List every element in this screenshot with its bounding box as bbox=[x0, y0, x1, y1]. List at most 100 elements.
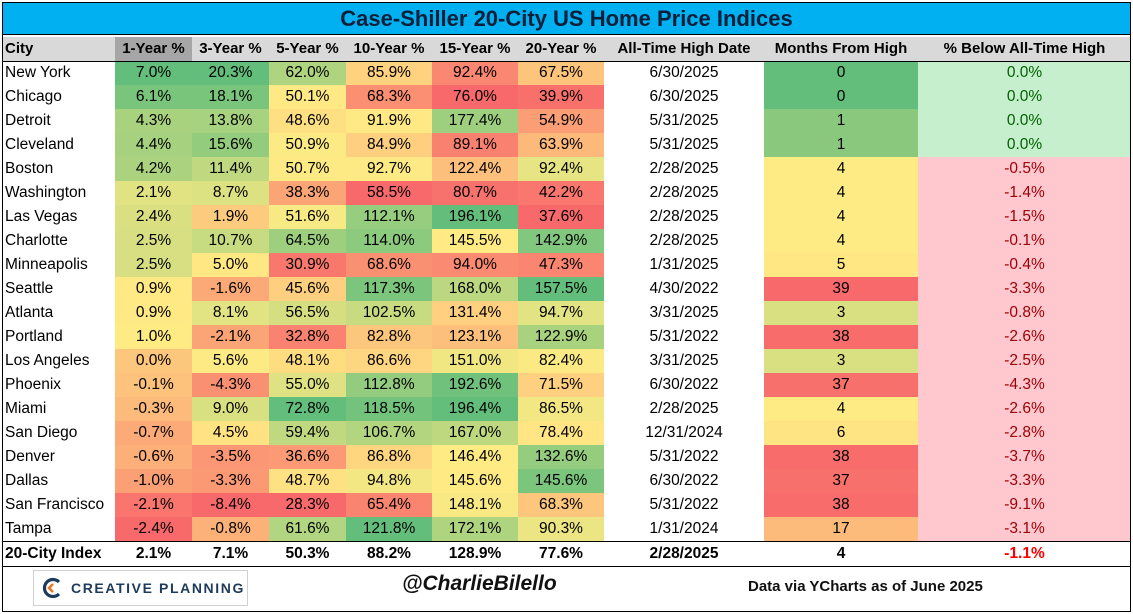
cell-months-from-high: 1 bbox=[764, 133, 918, 157]
cell-below-all-time-high: -0.5% bbox=[918, 157, 1131, 181]
cell-3-year: -4.3% bbox=[192, 373, 269, 397]
cell-all-time-high-date: 6/30/2022 bbox=[649, 376, 719, 393]
cell-3-year: 13.8% bbox=[192, 109, 269, 133]
footer: CREATIVE PLANNING @CharlieBilello Data v… bbox=[2, 564, 1131, 612]
cell-1-year: 4.4% bbox=[115, 133, 192, 157]
cell-all-time-high-date: 5/31/2022 bbox=[649, 328, 719, 345]
cell-20-year: 71.5% bbox=[518, 373, 604, 397]
cell-10-year: 94.8% bbox=[346, 469, 432, 493]
cell-months-from-high: 37 bbox=[764, 373, 918, 397]
cell-5-year: 51.6% bbox=[269, 205, 346, 229]
data-source-note: Data via YCharts as of June 2025 bbox=[748, 578, 983, 595]
cell-below-all-time-high: -3.3% bbox=[918, 277, 1131, 301]
cell-months-from-high: 6 bbox=[764, 421, 918, 445]
table-row: Seattle 0.9% -1.6% 45.6% 117.3% 168.0% 157.5% 4… bbox=[2, 277, 1131, 301]
header-row: City 1-Year % 3-Year % 5-Year % 10-Year % 15-… bbox=[2, 37, 1131, 62]
cell-1-year: -0.6% bbox=[115, 445, 192, 469]
cell-1-year: 1.0% bbox=[115, 325, 192, 349]
cell-20-year: 37.6% bbox=[518, 205, 604, 229]
city-name: Denver bbox=[5, 448, 55, 465]
cell-all-time-high-date: 2/28/2025 bbox=[649, 208, 719, 225]
cell-15-year: 94.0% bbox=[432, 253, 518, 277]
city-name: New York bbox=[5, 64, 71, 82]
cell-10-year: 102.5% bbox=[346, 301, 432, 325]
cell-5-year: 32.8% bbox=[269, 325, 346, 349]
cell-months-from-high: 4 bbox=[764, 181, 918, 205]
city-name: Boston bbox=[5, 160, 54, 177]
cell-months-from-high: 3 bbox=[764, 301, 918, 325]
table-row: Las Vegas 2.4% 1.9% 51.6% 112.1% 196.1% 37.6% 2… bbox=[2, 205, 1131, 229]
city-name: Detroit bbox=[5, 112, 51, 129]
cell-20-year: 122.9% bbox=[518, 325, 604, 349]
cell-15-year: 172.1% bbox=[432, 517, 518, 541]
cell-below-all-time-high: -1.4% bbox=[918, 181, 1131, 205]
cell-months-from-high: 4 bbox=[764, 397, 918, 421]
table-row: Dallas -1.0% -3.3% 48.7% 94.8% 145.6% 145.6% 6/… bbox=[2, 469, 1131, 493]
chart-title: Case-Shiller 20-City US Home Price Indic… bbox=[2, 2, 1131, 35]
table-row: Charlotte 2.5% 10.7% 64.5% 114.0% 145.5% 142.9… bbox=[2, 229, 1131, 253]
city-name: Atlanta bbox=[5, 304, 54, 321]
cell-below-all-time-high: -1.1% bbox=[918, 540, 1131, 567]
cell-15-year: 196.1% bbox=[432, 205, 518, 229]
cell-10-year: 121.8% bbox=[346, 517, 432, 541]
table-row: Boston 4.2% 11.4% 50.7% 92.7% 122.4% 92.4% 2/28… bbox=[2, 157, 1131, 181]
table-row: Tampa -2.4% -0.8% 61.6% 121.8% 172.1% 90.3% 1/3… bbox=[2, 517, 1131, 541]
cell-1-year: 2.5% bbox=[115, 253, 192, 277]
total-row: 20-City Index 2.1% 7.1% 50.3% 88.2% 128.9% 77.… bbox=[2, 540, 1131, 567]
cell-5-year: 50.9% bbox=[269, 133, 346, 157]
city-name: Las Vegas bbox=[5, 208, 78, 225]
city-name: Dallas bbox=[5, 472, 49, 489]
cell-below-all-time-high: -2.8% bbox=[918, 421, 1131, 445]
cell-20-year: 86.5% bbox=[518, 397, 604, 421]
cell-1-year: 0.9% bbox=[115, 277, 192, 301]
city-name: Los Angeles bbox=[5, 352, 90, 369]
cell-1-year: 6.1% bbox=[115, 85, 192, 109]
cell-3-year: 9.0% bbox=[192, 397, 269, 421]
cell-all-time-high-date: 3/31/2025 bbox=[649, 304, 719, 321]
cell-15-year: 151.0% bbox=[432, 349, 518, 373]
cell-10-year: 85.9% bbox=[346, 61, 432, 85]
creative-planning-logo: CREATIVE PLANNING bbox=[33, 570, 248, 606]
cell-all-time-high-date: 5/31/2025 bbox=[649, 112, 719, 129]
column-header-20-year: 20-Year % bbox=[518, 37, 604, 62]
cell-all-time-high-date: 3/31/2025 bbox=[649, 352, 719, 369]
cell-15-year: 145.6% bbox=[432, 469, 518, 493]
cell-10-year: 117.3% bbox=[346, 277, 432, 301]
cell-3-year: 1.9% bbox=[192, 205, 269, 229]
data-table: City 1-Year % 3-Year % 5-Year % 10-Year % 15-… bbox=[2, 37, 1131, 567]
cell-all-time-high-date: 2/28/2025 bbox=[649, 232, 719, 249]
cell-3-year: 10.7% bbox=[192, 229, 269, 253]
column-header-1-year: 1-Year % bbox=[115, 37, 192, 62]
cell-3-year: 11.4% bbox=[192, 157, 269, 181]
city-name: San Francisco bbox=[5, 496, 105, 513]
cell-all-time-high-date: 12/31/2024 bbox=[645, 424, 723, 441]
cell-3-year: 20.3% bbox=[192, 61, 269, 85]
cell-below-all-time-high: -0.8% bbox=[918, 301, 1131, 325]
cell-10-year: 91.9% bbox=[346, 109, 432, 133]
cell-20-year: 47.3% bbox=[518, 253, 604, 277]
cell-15-year: 196.4% bbox=[432, 397, 518, 421]
cell-15-year: 123.1% bbox=[432, 325, 518, 349]
cell-15-year: 146.4% bbox=[432, 445, 518, 469]
city-name: Miami bbox=[5, 400, 47, 417]
cell-15-year: 128.9% bbox=[432, 540, 518, 567]
city-name: Portland bbox=[5, 328, 63, 345]
cell-20-year: 63.9% bbox=[518, 133, 604, 157]
cell-months-from-high: 4 bbox=[764, 229, 918, 253]
cell-months-from-high: 39 bbox=[764, 277, 918, 301]
cell-below-all-time-high: -0.1% bbox=[918, 229, 1131, 253]
cell-20-year: 77.6% bbox=[518, 540, 604, 567]
cell-below-all-time-high: -2.6% bbox=[918, 325, 1131, 349]
cell-15-year: 168.0% bbox=[432, 277, 518, 301]
cell-1-year: 4.3% bbox=[115, 109, 192, 133]
cell-below-all-time-high: -2.5% bbox=[918, 349, 1131, 373]
cell-months-from-high: 4 bbox=[764, 540, 918, 567]
cell-5-year: 72.8% bbox=[269, 397, 346, 421]
cell-all-time-high-date: 2/28/2025 bbox=[649, 184, 719, 201]
cell-5-year: 61.6% bbox=[269, 517, 346, 541]
cell-10-year: 82.8% bbox=[346, 325, 432, 349]
cell-5-year: 62.0% bbox=[269, 61, 346, 85]
cell-3-year: -1.6% bbox=[192, 277, 269, 301]
cell-5-year: 50.1% bbox=[269, 85, 346, 109]
cell-below-all-time-high: -9.1% bbox=[918, 493, 1131, 517]
